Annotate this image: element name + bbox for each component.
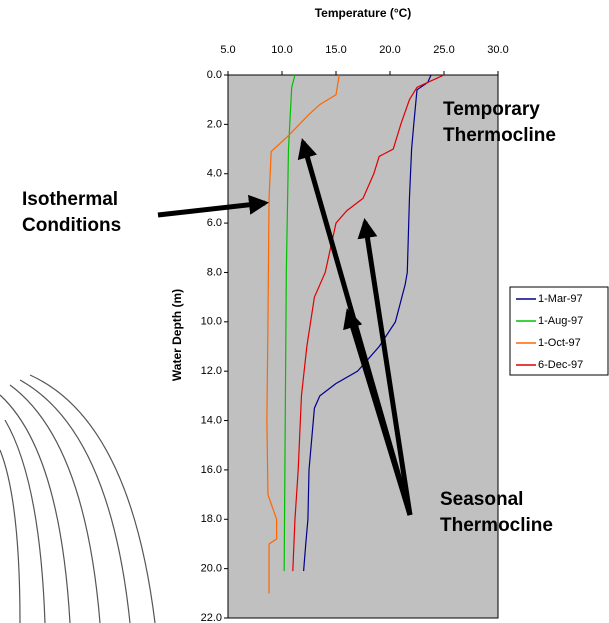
x-axis-label: Temperature (°C)	[315, 6, 412, 20]
y-tick-label: 14.0	[201, 414, 222, 426]
y-tick-label: 22.0	[201, 612, 222, 623]
y-tick-label: 10.0	[201, 316, 222, 328]
y-tick-label: 4.0	[207, 168, 222, 180]
arrow	[357, 218, 413, 516]
y-tick-label: 6.0	[207, 217, 222, 229]
legend-label: 6-Dec-97	[538, 359, 583, 371]
series-line	[266, 74, 340, 594]
y-tick-label: 2.0	[207, 118, 222, 130]
legend-box	[509, 286, 609, 376]
y-tick-label: 8.0	[207, 266, 222, 278]
x-tick-label: 15.0	[325, 44, 346, 56]
annotation: Conditions	[22, 215, 121, 236]
annotation: Isothermal	[22, 189, 118, 210]
annotation: Thermocline	[443, 125, 556, 146]
x-tick-label: 25.0	[433, 44, 454, 56]
legend-label: 1-Oct-97	[538, 337, 581, 349]
series-line	[292, 74, 445, 572]
y-tick-label: 20.0	[201, 563, 222, 575]
y-tick-label: 0.0	[207, 69, 222, 81]
x-tick-label: 5.0	[220, 44, 235, 56]
annotation: Temporary	[443, 99, 540, 120]
y-tick-label: 16.0	[201, 464, 222, 476]
y-tick-label: 18.0	[201, 513, 222, 525]
background-sketch	[0, 374, 156, 623]
arrow	[343, 308, 413, 516]
x-tick-label: 20.0	[379, 44, 400, 56]
annotation: Seasonal	[440, 489, 523, 510]
series-line	[303, 74, 432, 572]
y-axis-label: Water Depth (m)	[170, 289, 184, 381]
x-tick-label: 10.0	[271, 44, 292, 56]
legend-label: 1-Aug-97	[538, 315, 583, 327]
y-tick-label: 12.0	[201, 365, 222, 377]
legend-label: 1-Mar-97	[538, 293, 583, 305]
x-tick-label: 30.0	[487, 44, 508, 56]
annotation: Thermocline	[440, 515, 553, 536]
series-line	[283, 74, 296, 572]
arrow	[157, 194, 269, 218]
